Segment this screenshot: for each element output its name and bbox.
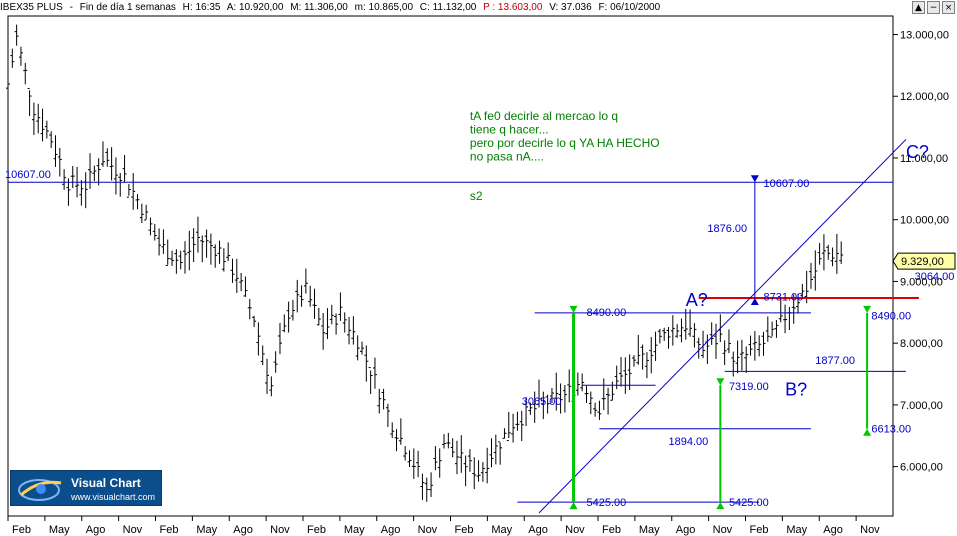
x-tick-label: May xyxy=(196,524,217,536)
measure-arrowhead xyxy=(750,175,759,183)
measure-label: 1876.00 xyxy=(707,223,747,235)
measure-label: 1877.00 xyxy=(815,355,855,367)
x-tick-label: Ago xyxy=(233,524,253,536)
y-tick-label: 13.000,00 xyxy=(900,30,949,42)
x-tick-label: Ago xyxy=(528,524,548,536)
x-tick-label: Feb xyxy=(160,524,179,536)
annotation-text: tiene q hacer... xyxy=(470,123,549,137)
x-tick-label: Nov xyxy=(123,524,143,536)
window-controls: ▲ − × xyxy=(912,1,955,15)
y-tick-label: 11.000,00 xyxy=(900,153,948,165)
level-label: 10607.00 xyxy=(5,169,51,181)
wave-label: C? xyxy=(906,142,929,162)
annotation-text: no pasa nA.... xyxy=(470,150,544,164)
open-text: A: 10.920,00 xyxy=(226,2,284,13)
y-tick-label: 12.000,00 xyxy=(900,91,949,103)
x-tick-label: May xyxy=(639,524,660,536)
current-price-label: 9.329,00 xyxy=(901,256,944,268)
x-tick-label: Feb xyxy=(12,524,31,536)
globe-swoosh-icon xyxy=(18,479,62,501)
x-tick-label: Ago xyxy=(381,524,401,536)
level-label: 6613.00 xyxy=(871,424,911,436)
plot-area xyxy=(7,15,894,517)
x-tick-label: Ago xyxy=(823,524,843,536)
level-label: 8490.00 xyxy=(586,307,626,319)
annotation-text: s2 xyxy=(470,189,483,203)
y-tick-label: 7.000,00 xyxy=(900,400,943,412)
level-label: 5425.00 xyxy=(729,497,769,509)
x-tick-label: Ago xyxy=(676,524,696,536)
y-tick-label: 9.000,00 xyxy=(900,276,943,288)
x-tick-label: May xyxy=(786,524,807,536)
level-label: 8731.00 xyxy=(763,292,803,304)
x-tick-label: Nov xyxy=(418,524,438,536)
y-tick-label: 10.000,00 xyxy=(900,215,949,227)
points-text: P : 13.603,00 xyxy=(483,2,543,13)
date-text: F: 06/10/2000 xyxy=(598,2,661,13)
wave-label: B? xyxy=(785,380,807,400)
measure-label: 1894.00 xyxy=(669,436,709,448)
measure-arrowhead xyxy=(716,378,725,386)
x-tick-label: Nov xyxy=(565,524,585,536)
x-tick-label: May xyxy=(491,524,512,536)
measure-arrowhead xyxy=(569,502,578,510)
x-tick-label: Feb xyxy=(307,524,326,536)
measure-label: 3065.00 xyxy=(522,396,562,408)
y-tick-label: 8.000,00 xyxy=(900,338,943,350)
maximize-button[interactable]: ▲ xyxy=(912,1,925,14)
x-tick-label: May xyxy=(344,524,365,536)
level-label: 10607.00 xyxy=(763,178,809,190)
minimize-button[interactable]: − xyxy=(927,1,940,14)
x-tick-label: May xyxy=(49,524,70,536)
annotation-text: tA fe0 decirle al mercao lo q xyxy=(470,109,618,123)
level-label: 7319.00 xyxy=(729,381,769,393)
symbol-text: IBEX35 PLUS xyxy=(0,2,63,13)
measure-arrowhead xyxy=(863,428,872,436)
low-text: m: 10.865,00 xyxy=(354,2,414,13)
annotation-text: pero por decirle lo q YA HA HECHO xyxy=(470,136,660,150)
chart-header: IBEX35 PLUS - Fin de día 1 semanas H: 16… xyxy=(0,0,893,16)
visual-chart-logo: Visual Chart www.visualchart.com xyxy=(10,470,162,506)
level-label: 8490.00 xyxy=(871,311,911,323)
volume-text: V: 37.036 xyxy=(549,2,592,13)
close-text: C: 11.132,00 xyxy=(419,2,477,13)
high-text: M: 11.306,00 xyxy=(290,2,348,13)
time-text: H: 16:35 xyxy=(182,2,221,13)
x-tick-label: Nov xyxy=(270,524,290,536)
measure-arrowhead xyxy=(863,305,872,313)
wave-label: A? xyxy=(686,290,708,310)
measure-arrowhead xyxy=(716,502,725,510)
current-price-tag xyxy=(892,252,956,270)
logo-name: Visual Chart xyxy=(71,476,141,490)
trendline xyxy=(538,139,907,514)
measure-label: 3064.00 xyxy=(915,271,955,283)
x-tick-label: Nov xyxy=(860,524,880,536)
x-tick-label: Feb xyxy=(602,524,621,536)
measure-arrowhead xyxy=(750,298,759,306)
x-tick-label: Nov xyxy=(713,524,733,536)
level-label: 5425.00 xyxy=(586,497,626,509)
period-text: Fin de día 1 semanas xyxy=(79,2,176,13)
x-tick-label: Ago xyxy=(86,524,106,536)
close-button[interactable]: × xyxy=(942,1,955,14)
x-tick-label: Feb xyxy=(750,524,769,536)
measure-arrowhead xyxy=(569,305,578,313)
y-tick-label: 6.000,00 xyxy=(900,462,943,474)
logo-url: www.visualchart.com xyxy=(71,492,156,502)
x-tick-label: Feb xyxy=(455,524,474,536)
